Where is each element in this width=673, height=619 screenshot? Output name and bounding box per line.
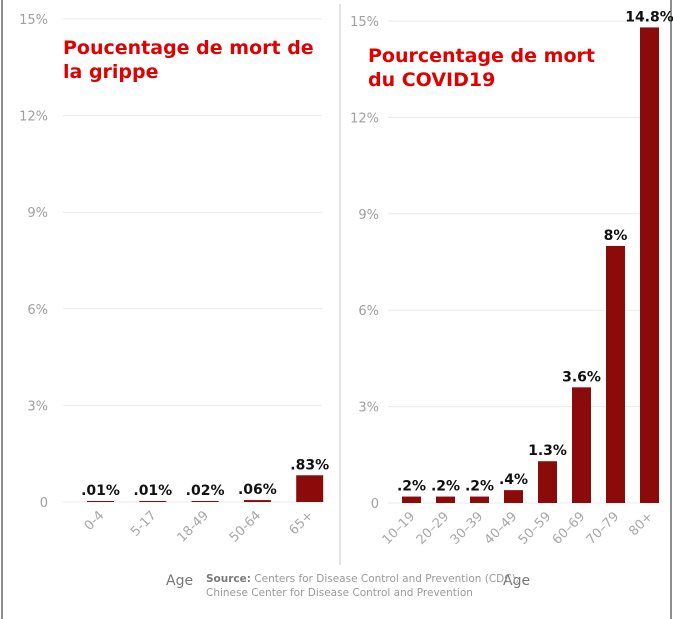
flu-x-tick-label: 0-4: [82, 508, 108, 534]
flu-bar: [87, 501, 114, 502]
covid-data-label: .2%: [465, 479, 494, 495]
flu-x-tick-label: 5-17: [128, 508, 159, 539]
covid-data-label: .2%: [431, 479, 460, 495]
covid-chart-title: Pourcentage de mort du COVID19: [368, 45, 595, 91]
flu-bar: [191, 501, 219, 502]
covid-data-label: 3.6%: [562, 369, 601, 385]
flu-data-label: .01%: [81, 483, 120, 499]
covid-data-label: 8%: [604, 228, 628, 244]
flu-y-tick-label: 3%: [27, 399, 48, 414]
flu-bar: [296, 475, 324, 502]
flu-chart-title: Poucentage de mort de la grippe: [63, 37, 314, 83]
flu-bar: [243, 500, 271, 502]
flu-data-label: .01%: [133, 483, 172, 499]
covid-bar: [436, 496, 455, 503]
covid-bar: [402, 496, 421, 503]
covid-bar: [538, 461, 557, 503]
covid-x-axis-label: Age: [503, 573, 531, 589]
source-line-1: Centers for Disease Control and Preventi…: [250, 573, 520, 585]
covid-bar: [470, 496, 489, 503]
flu-y-tick-label: 15%: [19, 13, 48, 28]
flu-x-tick-label: 18-49: [175, 508, 212, 545]
covid-bar: [640, 27, 659, 503]
covid-data-label: .4%: [499, 472, 528, 488]
covid-x-tick-label: 30–39: [448, 509, 487, 548]
covid-y-tick-label: 12%: [350, 111, 379, 126]
flu-data-label: .02%: [186, 483, 225, 499]
source-note: Source: Centers for Disease Control and …: [206, 572, 519, 600]
covid-x-tick-label: 80+: [626, 509, 656, 539]
covid-y-tick-label: 6%: [358, 304, 379, 319]
flu-y-tick-label: 6%: [27, 303, 48, 318]
covid-y-tick-label: 15%: [350, 15, 379, 30]
covid-x-tick-label: 70–79: [584, 509, 623, 548]
flu-y-tick-label: 12%: [19, 110, 48, 125]
source-line-2: Chinese Center for Disease Control and P…: [206, 587, 473, 599]
source-prefix: Source:: [206, 573, 251, 585]
covid-y-tick-label: 0: [371, 497, 379, 512]
covid-x-tick-label: 50–59: [516, 509, 555, 548]
covid-y-tick-label: 3%: [358, 401, 379, 416]
flu-x-tick-label: 50-64: [227, 508, 264, 545]
covid-bar: [606, 245, 625, 503]
flu-x-axis-label: Age: [166, 573, 194, 589]
covid-x-tick-label: 10–19: [380, 509, 419, 548]
covid-data-label: 1.3%: [528, 443, 567, 459]
flu-x-tick-label: 65+: [287, 508, 317, 538]
covid-x-tick-label: 60–69: [550, 509, 589, 548]
covid-x-tick-label: 40–49: [482, 509, 521, 548]
covid-bar: [504, 490, 523, 503]
covid-data-label: 14.8%: [625, 9, 673, 25]
covid-data-label: .2%: [397, 479, 426, 495]
covid-x-tick-label: 20–29: [414, 509, 453, 548]
flu-y-tick-label: 0: [40, 496, 48, 511]
flu-bar: [139, 501, 167, 502]
flu-data-label: .83%: [290, 457, 329, 473]
flu-y-tick-label: 9%: [27, 206, 48, 221]
flu-data-label: .06%: [238, 482, 277, 498]
covid-y-tick-label: 9%: [358, 208, 379, 223]
covid-bar: [572, 387, 591, 503]
